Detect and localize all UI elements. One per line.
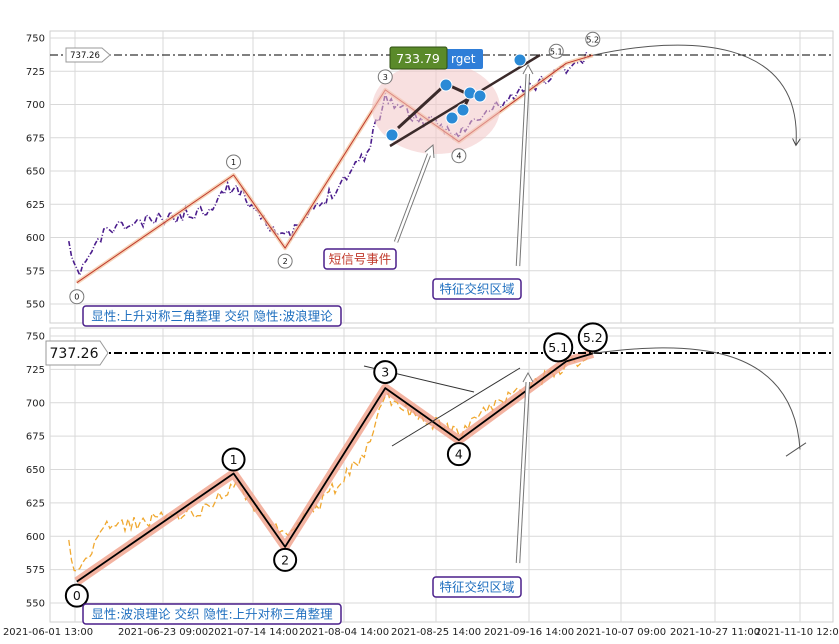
wave-point-label: 0: [73, 588, 81, 603]
target-badge: [389, 46, 448, 70]
y-tick-label: 725: [26, 67, 45, 78]
wave-point-marker: [221, 447, 246, 472]
wave-point-marker: [585, 31, 601, 47]
wave-point-label: 5.2: [586, 35, 599, 44]
reference-label: 737.26: [50, 346, 99, 362]
wave-point-marker: [577, 322, 608, 353]
y-tick-label: 550: [26, 599, 45, 610]
reference-label-box: [65, 47, 111, 63]
feature-zone-arrow-head: [522, 63, 534, 75]
wave-point-marker: [543, 332, 574, 363]
x-tick-label: 2021-08-04 14:00: [299, 627, 389, 638]
y-tick-label: 700: [26, 100, 45, 111]
wave-line: [76, 352, 594, 583]
feature-zone-arrow-head: [522, 371, 534, 383]
forecast-arc: [592, 44, 796, 144]
short-signal-label-box: [323, 248, 397, 270]
x-tick-label: 2021-06-23 09:00: [118, 627, 208, 638]
pattern-legend-box: [82, 305, 342, 327]
x-tick-label: 2021-11-10 12:00: [755, 627, 839, 638]
feature-zone-arrow-inner: [516, 377, 530, 564]
feature-zone-label: 特征交织区域: [439, 580, 514, 595]
signal-dot: [513, 53, 527, 67]
wave-point-marker: [377, 69, 393, 85]
triangle-zigzag: [396, 82, 473, 130]
x-tick-label: 2021-10-07 09:00: [576, 627, 666, 638]
y-tick-label: 625: [26, 200, 45, 211]
triangle-lower-line: [391, 367, 521, 447]
feature-zone-arrow-inner: [516, 69, 530, 267]
target-value: 733.79: [396, 51, 440, 66]
y-tick-label: 550: [26, 300, 45, 311]
y-tick-label: 650: [26, 465, 45, 476]
pattern-legend: 显性:波浪理论 交织 隐性:上升对称三角整理: [91, 607, 333, 622]
forecast-arc: [592, 347, 801, 450]
wave-point-marker: [69, 289, 85, 305]
x-tick-label: 2021-08-25 14:00: [391, 627, 481, 638]
forecast-end-cap: [785, 442, 807, 457]
short-signal-arrow-inner: [394, 151, 432, 243]
signal-dot: [439, 78, 453, 92]
wave-point-label: 5.2: [583, 330, 603, 345]
wave-point-label: 1: [231, 158, 236, 167]
x-tick-label: 2021-09-16 14:00: [484, 627, 574, 638]
y-tick-label: 750: [26, 34, 45, 45]
wave-point-marker: [451, 148, 467, 164]
feature-zone-label: 特征交织区域: [439, 282, 514, 297]
short-signal-label: 短信号事件: [329, 252, 392, 267]
signal-dot: [445, 111, 459, 125]
y-tick-label: 725: [26, 365, 45, 376]
wave-point-marker: [64, 583, 89, 608]
signal-dot: [473, 89, 487, 103]
wave-point-marker: [548, 43, 564, 59]
highlight-ellipse: [372, 62, 500, 154]
y-tick-label: 675: [26, 133, 45, 144]
x-tick-label: 2021-06-01 13:00: [3, 627, 93, 638]
short-signal-arrow-head: [424, 143, 435, 159]
wave-point-label: 2: [281, 552, 289, 567]
wave-point-label: 0: [74, 293, 79, 302]
x-tick-label: 2021-10-27 11:00: [670, 627, 760, 638]
wave-point-label: 4: [456, 152, 461, 161]
wave-point-label: 3: [383, 73, 388, 82]
triangle-lower-line: [389, 53, 541, 148]
wave-point-label: 5.1: [550, 47, 563, 56]
y-tick-label: 575: [26, 266, 45, 277]
pattern-legend-box: [82, 603, 342, 625]
y-tick-label: 700: [26, 398, 45, 409]
feature-zone-label-box: [432, 278, 522, 300]
wave-point-marker: [446, 442, 471, 467]
y-tick-label: 750: [26, 332, 45, 343]
panel-bottom: 550 575 600 625 650 675 700 725 750 737.26 0 1 2 3 4 5.…: [26, 322, 834, 625]
wave-point-label: 5.1: [548, 340, 568, 355]
panel-top: 550 575 600 625 650 675 700 725 750 737.26 rget 733…: [26, 30, 834, 327]
feature-zone-label-box: [432, 576, 522, 598]
target-suffix: rget: [451, 52, 476, 66]
pattern-legend: 显性:上升对称三角整理 交织 隐性:波浪理论: [91, 309, 333, 324]
plot-frame: [49, 327, 834, 623]
reference-label: 737.26: [70, 51, 100, 61]
wave-point-label: 4: [455, 447, 463, 462]
price-series: [68, 355, 590, 572]
y-tick-label: 575: [26, 565, 45, 576]
y-tick-label: 625: [26, 498, 45, 509]
reference-label-box: [45, 340, 109, 366]
x-tick-label: 2021-07-14 14:00: [208, 627, 298, 638]
signal-dot: [385, 128, 399, 142]
wave-point-marker: [273, 547, 298, 572]
y-tick-label: 600: [26, 233, 45, 244]
y-tick-label: 600: [26, 532, 45, 543]
wave-point-label: 1: [230, 452, 238, 467]
wave-point-label: 2: [283, 257, 288, 266]
plot-frame: [49, 30, 834, 324]
y-tick-label: 675: [26, 432, 45, 443]
wave-point-marker: [277, 253, 293, 269]
wave-point-label: 3: [381, 365, 389, 380]
y-tick-label: 650: [26, 167, 45, 178]
wave-point-marker: [226, 154, 242, 170]
wave-point-marker: [373, 360, 398, 385]
signal-dot: [456, 103, 470, 117]
price-series: [68, 49, 590, 278]
